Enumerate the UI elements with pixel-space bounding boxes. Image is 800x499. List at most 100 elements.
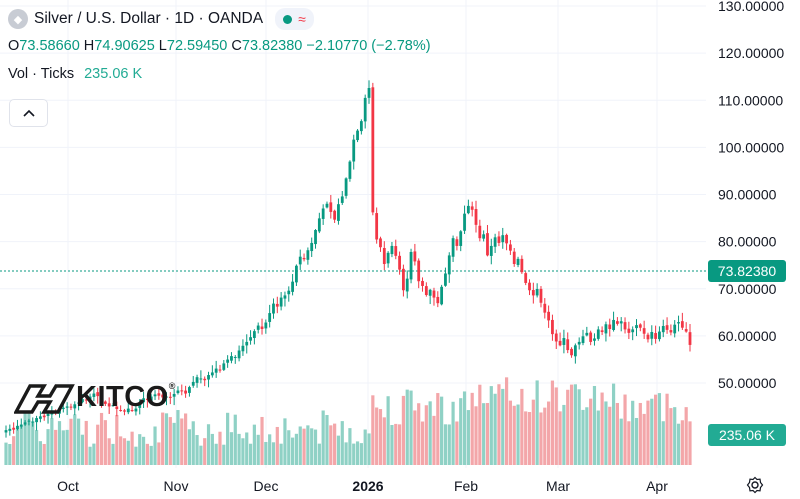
candle-body bbox=[142, 398, 145, 403]
volume-bar bbox=[585, 407, 589, 465]
candle-body bbox=[268, 313, 272, 322]
low-label: L bbox=[158, 38, 167, 54]
volume-bar bbox=[428, 401, 432, 465]
volume-bar bbox=[413, 410, 417, 465]
price-axis: 130.00000 120.00000 110.00000 100.00000 90.0… bbox=[718, 0, 784, 391]
volume-bar bbox=[474, 406, 478, 465]
volume-bar bbox=[4, 442, 8, 465]
candle-body bbox=[291, 281, 294, 292]
candle-body bbox=[463, 213, 466, 231]
symbol-title[interactable]: Silver / U.S. Dollar · 1D · OANDA bbox=[34, 10, 264, 27]
volume-bar bbox=[210, 433, 214, 465]
volume-bar bbox=[92, 443, 96, 465]
candle-body bbox=[386, 252, 390, 264]
volume-bar bbox=[661, 421, 665, 465]
candle-body bbox=[298, 256, 302, 265]
candle-body bbox=[287, 290, 291, 295]
volume-bar bbox=[111, 443, 115, 465]
chart-legend: ◆ Silver / U.S. Dollar · 1D · OANDA ≈ bbox=[8, 8, 314, 30]
candle-body bbox=[252, 331, 256, 338]
candle-body bbox=[19, 424, 23, 427]
close-label: C bbox=[231, 38, 242, 54]
candle-body bbox=[581, 336, 585, 344]
candle-body bbox=[421, 280, 424, 286]
candle-body bbox=[394, 246, 398, 256]
candle-body bbox=[688, 332, 692, 345]
candle-body bbox=[528, 282, 531, 291]
candle-body bbox=[371, 87, 375, 213]
volume-bar bbox=[264, 441, 268, 465]
candle-body bbox=[501, 235, 505, 243]
candle-body bbox=[447, 255, 451, 275]
volume-bar bbox=[654, 394, 658, 465]
volume-bar bbox=[96, 424, 100, 465]
volume-bar bbox=[172, 422, 176, 465]
candle-body bbox=[256, 325, 260, 330]
volume-bar bbox=[508, 400, 513, 465]
high-label: H bbox=[83, 38, 95, 54]
volume-bar bbox=[627, 421, 631, 465]
volume-bar bbox=[363, 429, 367, 465]
volume-bar bbox=[183, 413, 188, 465]
candle-body bbox=[31, 421, 35, 423]
volume-bar bbox=[279, 443, 283, 465]
candle-body bbox=[84, 399, 88, 401]
volume-bar bbox=[340, 421, 344, 465]
candle-body bbox=[516, 258, 520, 265]
volume-bar bbox=[241, 438, 245, 465]
candle-body bbox=[543, 303, 547, 313]
candle-body bbox=[302, 257, 306, 260]
high-value: 74.90625 bbox=[94, 38, 155, 54]
candle-body bbox=[631, 329, 635, 333]
volume-bar bbox=[256, 434, 260, 465]
candle-body bbox=[417, 260, 421, 282]
time-axis-label: Mar bbox=[546, 478, 570, 494]
collapse-legend-button[interactable] bbox=[9, 99, 48, 127]
volume-bar bbox=[161, 412, 165, 465]
volume-bar bbox=[195, 435, 199, 465]
volume-bar bbox=[294, 433, 299, 465]
candle-body bbox=[226, 359, 230, 363]
volume-bar bbox=[122, 438, 127, 465]
candle-body bbox=[658, 331, 661, 340]
volume-bar bbox=[619, 418, 623, 465]
kitco-wordmark: KITCO® bbox=[76, 381, 176, 413]
candle-body bbox=[589, 332, 593, 342]
current-price-tag: 73.82380 bbox=[708, 260, 786, 282]
candle-body bbox=[180, 390, 184, 392]
volume-bar bbox=[333, 423, 337, 465]
candle-body bbox=[249, 337, 252, 341]
candle-body bbox=[375, 213, 379, 240]
volume-bar bbox=[8, 444, 12, 465]
volume-bar bbox=[611, 383, 616, 465]
candle-body bbox=[489, 245, 493, 256]
volume-bar bbox=[470, 392, 474, 465]
candle-body bbox=[61, 407, 65, 410]
volume-bar bbox=[386, 396, 390, 465]
candle-body bbox=[283, 295, 287, 299]
market-status[interactable]: ≈ bbox=[275, 8, 314, 30]
volume-bar bbox=[252, 424, 256, 465]
volume-bar bbox=[665, 393, 669, 465]
price-axis-label: 70.00000 bbox=[718, 281, 777, 297]
candle-body bbox=[539, 288, 543, 303]
settings-gear-icon[interactable] bbox=[746, 476, 764, 494]
volume-bar bbox=[80, 434, 85, 465]
candle-body bbox=[398, 255, 401, 270]
volume-bar bbox=[214, 443, 218, 465]
volume-bar bbox=[69, 418, 73, 465]
time-axis-label: Dec bbox=[254, 478, 279, 494]
candle-body bbox=[482, 234, 486, 239]
volume-bar bbox=[390, 424, 394, 465]
volume-bar bbox=[222, 444, 226, 465]
volume-bar bbox=[684, 407, 688, 465]
candle-body bbox=[23, 422, 27, 425]
volume-bar bbox=[440, 396, 444, 465]
candle-body bbox=[390, 245, 394, 255]
wave-icon: ≈ bbox=[298, 11, 306, 27]
candle-body bbox=[77, 402, 81, 404]
candle-body bbox=[512, 251, 516, 265]
volume-bar bbox=[596, 410, 600, 465]
candle-body bbox=[684, 329, 688, 332]
